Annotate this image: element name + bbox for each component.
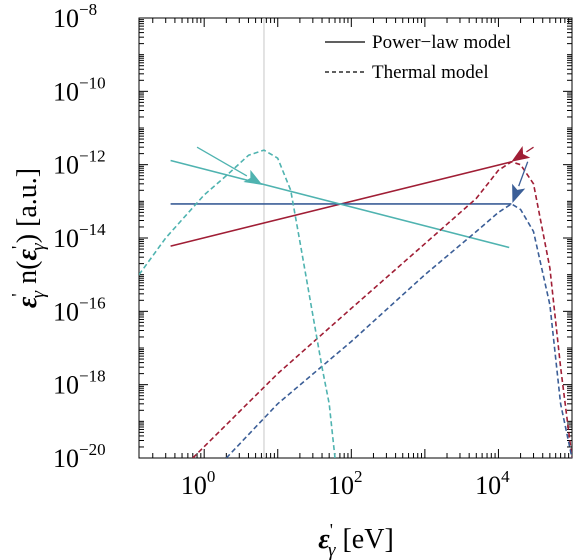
arrow-layer <box>196 146 534 204</box>
arrow-shaft-0 <box>196 146 248 177</box>
axis-labels: ε' γ [eV] ε'γ n(ε'γ) [a.u.] <box>8 168 394 560</box>
y-tick-label: 10−18 <box>53 367 106 400</box>
y-tick-label: 10−8 <box>53 0 97 33</box>
y-tick-label: 10−10 <box>53 73 106 106</box>
y-axis-ticks: 10−8 10−10 10−12 10−14 10−16 10−18 10−20 <box>53 0 572 473</box>
legend: Power−law model Thermal model <box>325 32 511 83</box>
x-axis-label: ε' γ [eV] <box>318 520 394 560</box>
arrow-shaft-2 <box>518 161 529 187</box>
arrow-head-2 <box>512 183 526 204</box>
x-axis-ticks: 100 102 104 <box>152 18 573 500</box>
y-tick-label: 10−12 <box>53 147 106 180</box>
arrow-head-0 <box>243 169 263 185</box>
x-tick-label: 102 <box>328 467 363 500</box>
y-axis-label: ε'γ n(ε'γ) [a.u.] <box>8 168 49 308</box>
arrow-shaft-1 <box>526 146 534 153</box>
thermal-series-line-4 <box>225 203 572 458</box>
y-tick-label: 10−16 <box>53 293 106 326</box>
thermal-series-line-5 <box>139 149 336 458</box>
x-tick-label: 100 <box>181 467 216 500</box>
arrow-head-1 <box>511 146 531 162</box>
y-tick-label: 10−20 <box>53 440 106 473</box>
legend-label: Thermal model <box>372 62 489 83</box>
x-tick-label: 104 <box>475 467 510 500</box>
y-tick-label: 10−14 <box>53 220 106 253</box>
series-layer <box>139 149 572 458</box>
power-law-series-line-2 <box>170 159 510 249</box>
legend-label: Power−law model <box>372 32 511 53</box>
thermal-series-line-3 <box>192 161 572 458</box>
